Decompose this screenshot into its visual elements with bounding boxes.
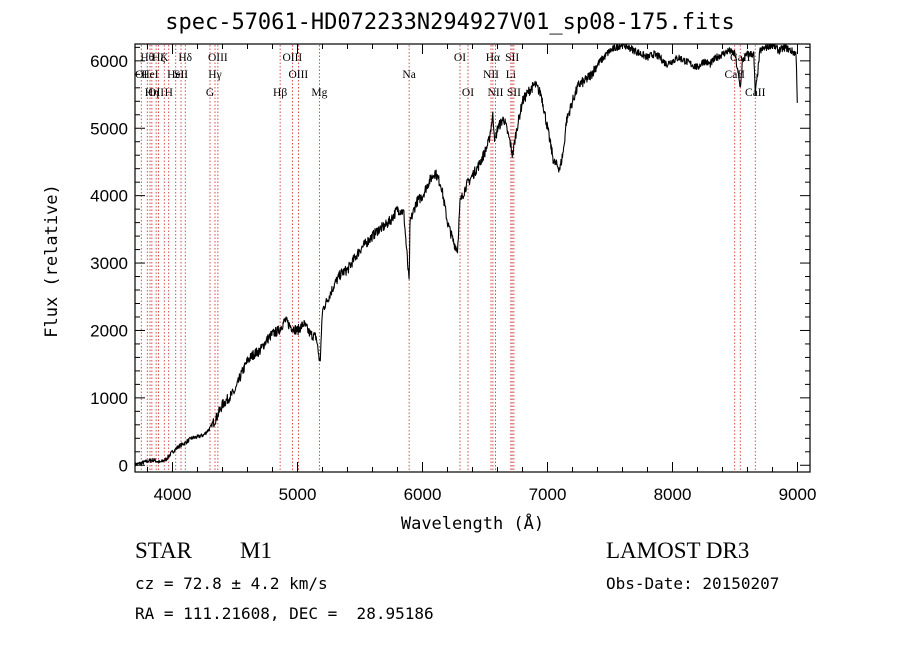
spectrum-line — [134, 43, 798, 467]
y-tick-label: 4000 — [90, 187, 128, 206]
y-tick-label: 5000 — [90, 119, 128, 138]
spectral-line-label: Hη — [145, 87, 159, 99]
spectrum-series — [134, 43, 798, 467]
spectral-line-label: Hζ — [152, 52, 165, 64]
y-axis-label: Flux (relative) — [42, 184, 62, 338]
object-class: STAR — [135, 538, 192, 563]
spectral-line-label: NII — [488, 87, 504, 99]
spectral-line-label: CaII — [730, 52, 751, 64]
spectral-line-label: H — [165, 87, 173, 99]
x-tick-label: 7000 — [529, 485, 567, 504]
x-tick-label: 9000 — [779, 485, 817, 504]
line-labels: OIHθHeIHηOIIHζKHHeISIIHδGHγOIIIHβOIIIOII… — [135, 52, 765, 99]
spectral-line-label: NII — [483, 69, 499, 81]
spectral-line-label: Hγ — [208, 69, 221, 81]
spectral-line-label: SII — [507, 87, 521, 99]
spectral-line-label: Na — [402, 69, 415, 81]
spectral-line-label: HeI — [167, 69, 184, 81]
chart-title: spec-57061-HD072233N294927V01_sp08-175.f… — [165, 10, 735, 35]
survey-name: LAMOST DR3 — [606, 538, 750, 563]
coords-text: RA = 111.21608, DEC = 28.95186 — [135, 604, 434, 623]
spectral-line-markers — [140, 45, 756, 471]
spectral-line-label: K — [160, 52, 169, 64]
spectral-line-label: OIII — [208, 52, 228, 64]
y-tick-label: 2000 — [90, 321, 128, 340]
x-tick-label: 8000 — [654, 485, 692, 504]
x-tick-label: 4000 — [154, 485, 192, 504]
spectral-line-label: OI — [135, 69, 147, 81]
spectral-line-label: OI — [462, 87, 474, 99]
redshift-text: cz = 72.8 ± 4.2 km/s — [135, 574, 328, 593]
spectral-line-label: OIII — [282, 52, 302, 64]
spectral-line-label: OII — [148, 87, 164, 99]
spectral-line-label: Mg — [311, 87, 327, 99]
y-tick-label: 3000 — [90, 254, 128, 273]
spectral-line-label: Hδ — [178, 52, 192, 64]
spectral-line-label: CaII — [745, 87, 766, 99]
y-tick-label: 1000 — [90, 389, 128, 408]
spectral-line-label: G — [206, 87, 214, 99]
spectral-line-label: Li — [506, 69, 516, 81]
spectral-line-label: OIII — [288, 69, 308, 81]
spectral-line-label: SII — [174, 69, 188, 81]
y-tick-label: 0 — [119, 456, 128, 475]
spectral-line-label: SII — [505, 52, 519, 64]
x-tick-label: 5000 — [279, 485, 317, 504]
spectral-line-label: Hθ — [140, 52, 154, 64]
spectral-line-label: CaII — [725, 69, 746, 81]
spectral-line-label: Hα — [486, 52, 500, 64]
y-tick-label: 6000 — [90, 52, 128, 71]
axes: 4000 5000 6000 7000 8000 9000 0 1000 2000 3000 400… — [42, 43, 817, 534]
object-subclass: M1 — [240, 538, 272, 563]
plot-frame — [134, 43, 811, 473]
x-axis-label: Wavelength (Å) — [401, 512, 544, 534]
spectral-line-label: OI — [454, 52, 466, 64]
spectral-line-label: HeI — [141, 69, 158, 81]
x-tick-label: 6000 — [404, 485, 442, 504]
spectral-line-label: Hβ — [273, 87, 287, 99]
obs-date-text: Obs-Date: 20150207 — [606, 574, 780, 593]
